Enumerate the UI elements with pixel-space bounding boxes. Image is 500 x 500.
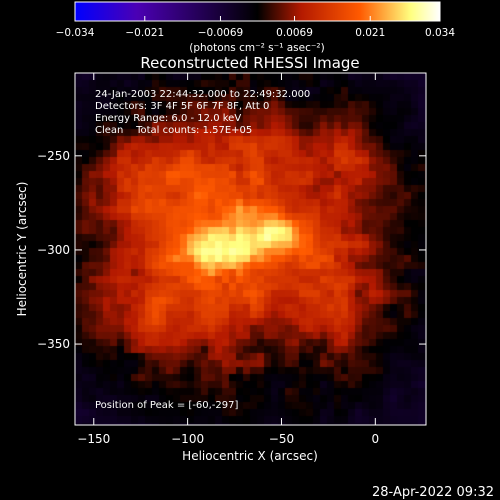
info-line-2: Detectors: 3F 4F 5F 6F 7F 8F, Att 0 bbox=[95, 101, 269, 112]
x-tick-label: −50 bbox=[269, 432, 294, 446]
info-line-4: Clean Total counts: 1.57E+05 bbox=[95, 125, 252, 136]
colorbar bbox=[74, 1, 441, 22]
colorbar-tick-label: −0.034 bbox=[56, 27, 95, 39]
x-axis-label: Heliocentric X (arcsec) bbox=[182, 449, 318, 463]
plot-frame bbox=[74, 72, 427, 426]
chart-title: Reconstructed RHESSI Image bbox=[140, 54, 359, 72]
peak-position-label: Position of Peak = [-60,-297] bbox=[95, 400, 239, 411]
info-line-3: Energy Range: 6.0 - 12.0 keV bbox=[95, 113, 241, 124]
x-tick-label: −100 bbox=[171, 432, 204, 446]
colorbar-tick-label: 0.021 bbox=[355, 27, 385, 39]
y-tick-label: −300 bbox=[37, 243, 70, 257]
colorbar-ticks: −0.034 −0.021 −0.0069 0.0069 0.021 0.034 bbox=[56, 16, 455, 39]
x-axis-ticks: −150 −100 −50 0 bbox=[77, 73, 379, 446]
y-tick-label: −250 bbox=[37, 149, 70, 163]
colorbar-tick-label: 0.034 bbox=[425, 27, 455, 39]
heatmap-image bbox=[75, 73, 426, 425]
colorbar-tick-label: −0.0069 bbox=[198, 27, 244, 39]
info-line-1: 24-Jan-2003 22:44:32.000 to 22:49:32.000 bbox=[95, 89, 310, 100]
x-tick-label: 0 bbox=[372, 432, 380, 446]
footer-timestamp: 28-Apr-2022 09:32 bbox=[372, 485, 494, 500]
colorbar-tick-label: 0.0069 bbox=[276, 27, 313, 39]
x-tick-label: −150 bbox=[77, 432, 110, 446]
colorbar-unit-label: (photons cm⁻² s⁻¹ asec⁻²) bbox=[189, 42, 324, 54]
colorbar-tick-label: −0.021 bbox=[125, 27, 164, 39]
y-tick-label: −350 bbox=[37, 337, 70, 351]
y-axis-label: Heliocentric Y (arcsec) bbox=[15, 182, 29, 317]
y-axis-ticks: −250 −300 −350 bbox=[37, 149, 426, 351]
